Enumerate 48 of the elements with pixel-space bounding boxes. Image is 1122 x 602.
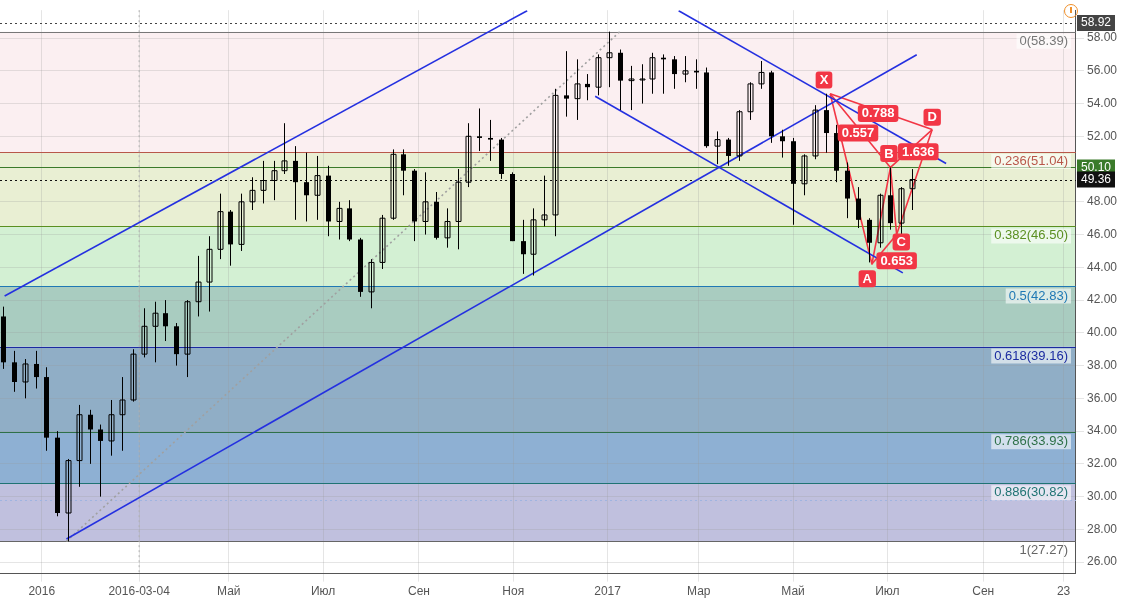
y-tick-label: 54.00 <box>1086 95 1118 110</box>
y-tick-label: 48.00 <box>1086 194 1118 209</box>
y-tick-label: 30.00 <box>1086 488 1118 503</box>
ref-line-label: 49.36 <box>1080 171 1112 186</box>
annotation: D <box>927 109 937 125</box>
y-tick-label: 44.00 <box>1086 259 1118 274</box>
y-tick-label: 56.00 <box>1086 63 1118 78</box>
x-tick-label: Июл <box>310 584 336 599</box>
ref-line-label: 0.5(42.83) <box>1008 287 1068 303</box>
ref-line-label: 0.786(33.93) <box>994 433 1068 449</box>
x-tick-label: Сен <box>972 584 995 599</box>
annotation: C <box>896 234 907 250</box>
annotation: 0.557 <box>841 125 875 141</box>
x-tick-label: Май <box>217 584 241 599</box>
y-tick-label: 28.00 <box>1086 521 1118 536</box>
y-tick-label: 38.00 <box>1086 357 1118 372</box>
ref-line-label: 0.618(39.16) <box>994 347 1068 363</box>
x-tick-label: 2016 <box>28 584 56 599</box>
y-tick-label: 32.00 <box>1086 456 1118 471</box>
ref-line-label: 0(58.39) <box>1019 32 1068 48</box>
y-tick-label: 36.00 <box>1086 390 1118 405</box>
ref-line-label: 58.92 <box>1080 15 1112 30</box>
annotation: 1.636 <box>902 143 935 159</box>
annotation: X <box>819 72 829 88</box>
y-tick-label: 46.00 <box>1086 226 1118 241</box>
x-tick-label: 2016-03-04 <box>108 584 171 599</box>
annotation: A <box>862 270 873 286</box>
ref-line-label: 0.382(46.50) <box>994 227 1068 243</box>
y-tick-label: 52.00 <box>1086 128 1118 143</box>
y-tick-label: 26.00 <box>1086 554 1118 569</box>
y-tick-label: 42.00 <box>1086 292 1118 307</box>
x-tick-label: Май <box>781 584 805 599</box>
ref-line-label: 50.10 <box>1080 159 1112 174</box>
annotation: 0.653 <box>880 252 913 268</box>
x-tick-label: 23 <box>1056 584 1071 599</box>
y-tick-label: 40.00 <box>1086 325 1118 340</box>
ref-line-label: 0.886(30.82) <box>994 484 1068 500</box>
annotation: 0.788 <box>861 105 895 121</box>
x-tick-label: 2017 <box>594 584 622 599</box>
x-tick-label: Ноя <box>502 584 525 599</box>
y-tick-label: 58.00 <box>1086 30 1118 45</box>
ref-line-label: 1(27.27) <box>1019 542 1068 558</box>
x-tick-label: Мар <box>687 584 711 599</box>
y-tick-label: 34.00 <box>1086 423 1118 438</box>
x-tick-label: Сен <box>407 584 430 599</box>
annotation: B <box>884 145 894 161</box>
x-tick-label: Июл <box>875 584 900 599</box>
ref-line-label: 0.236(51.04) <box>994 153 1068 169</box>
